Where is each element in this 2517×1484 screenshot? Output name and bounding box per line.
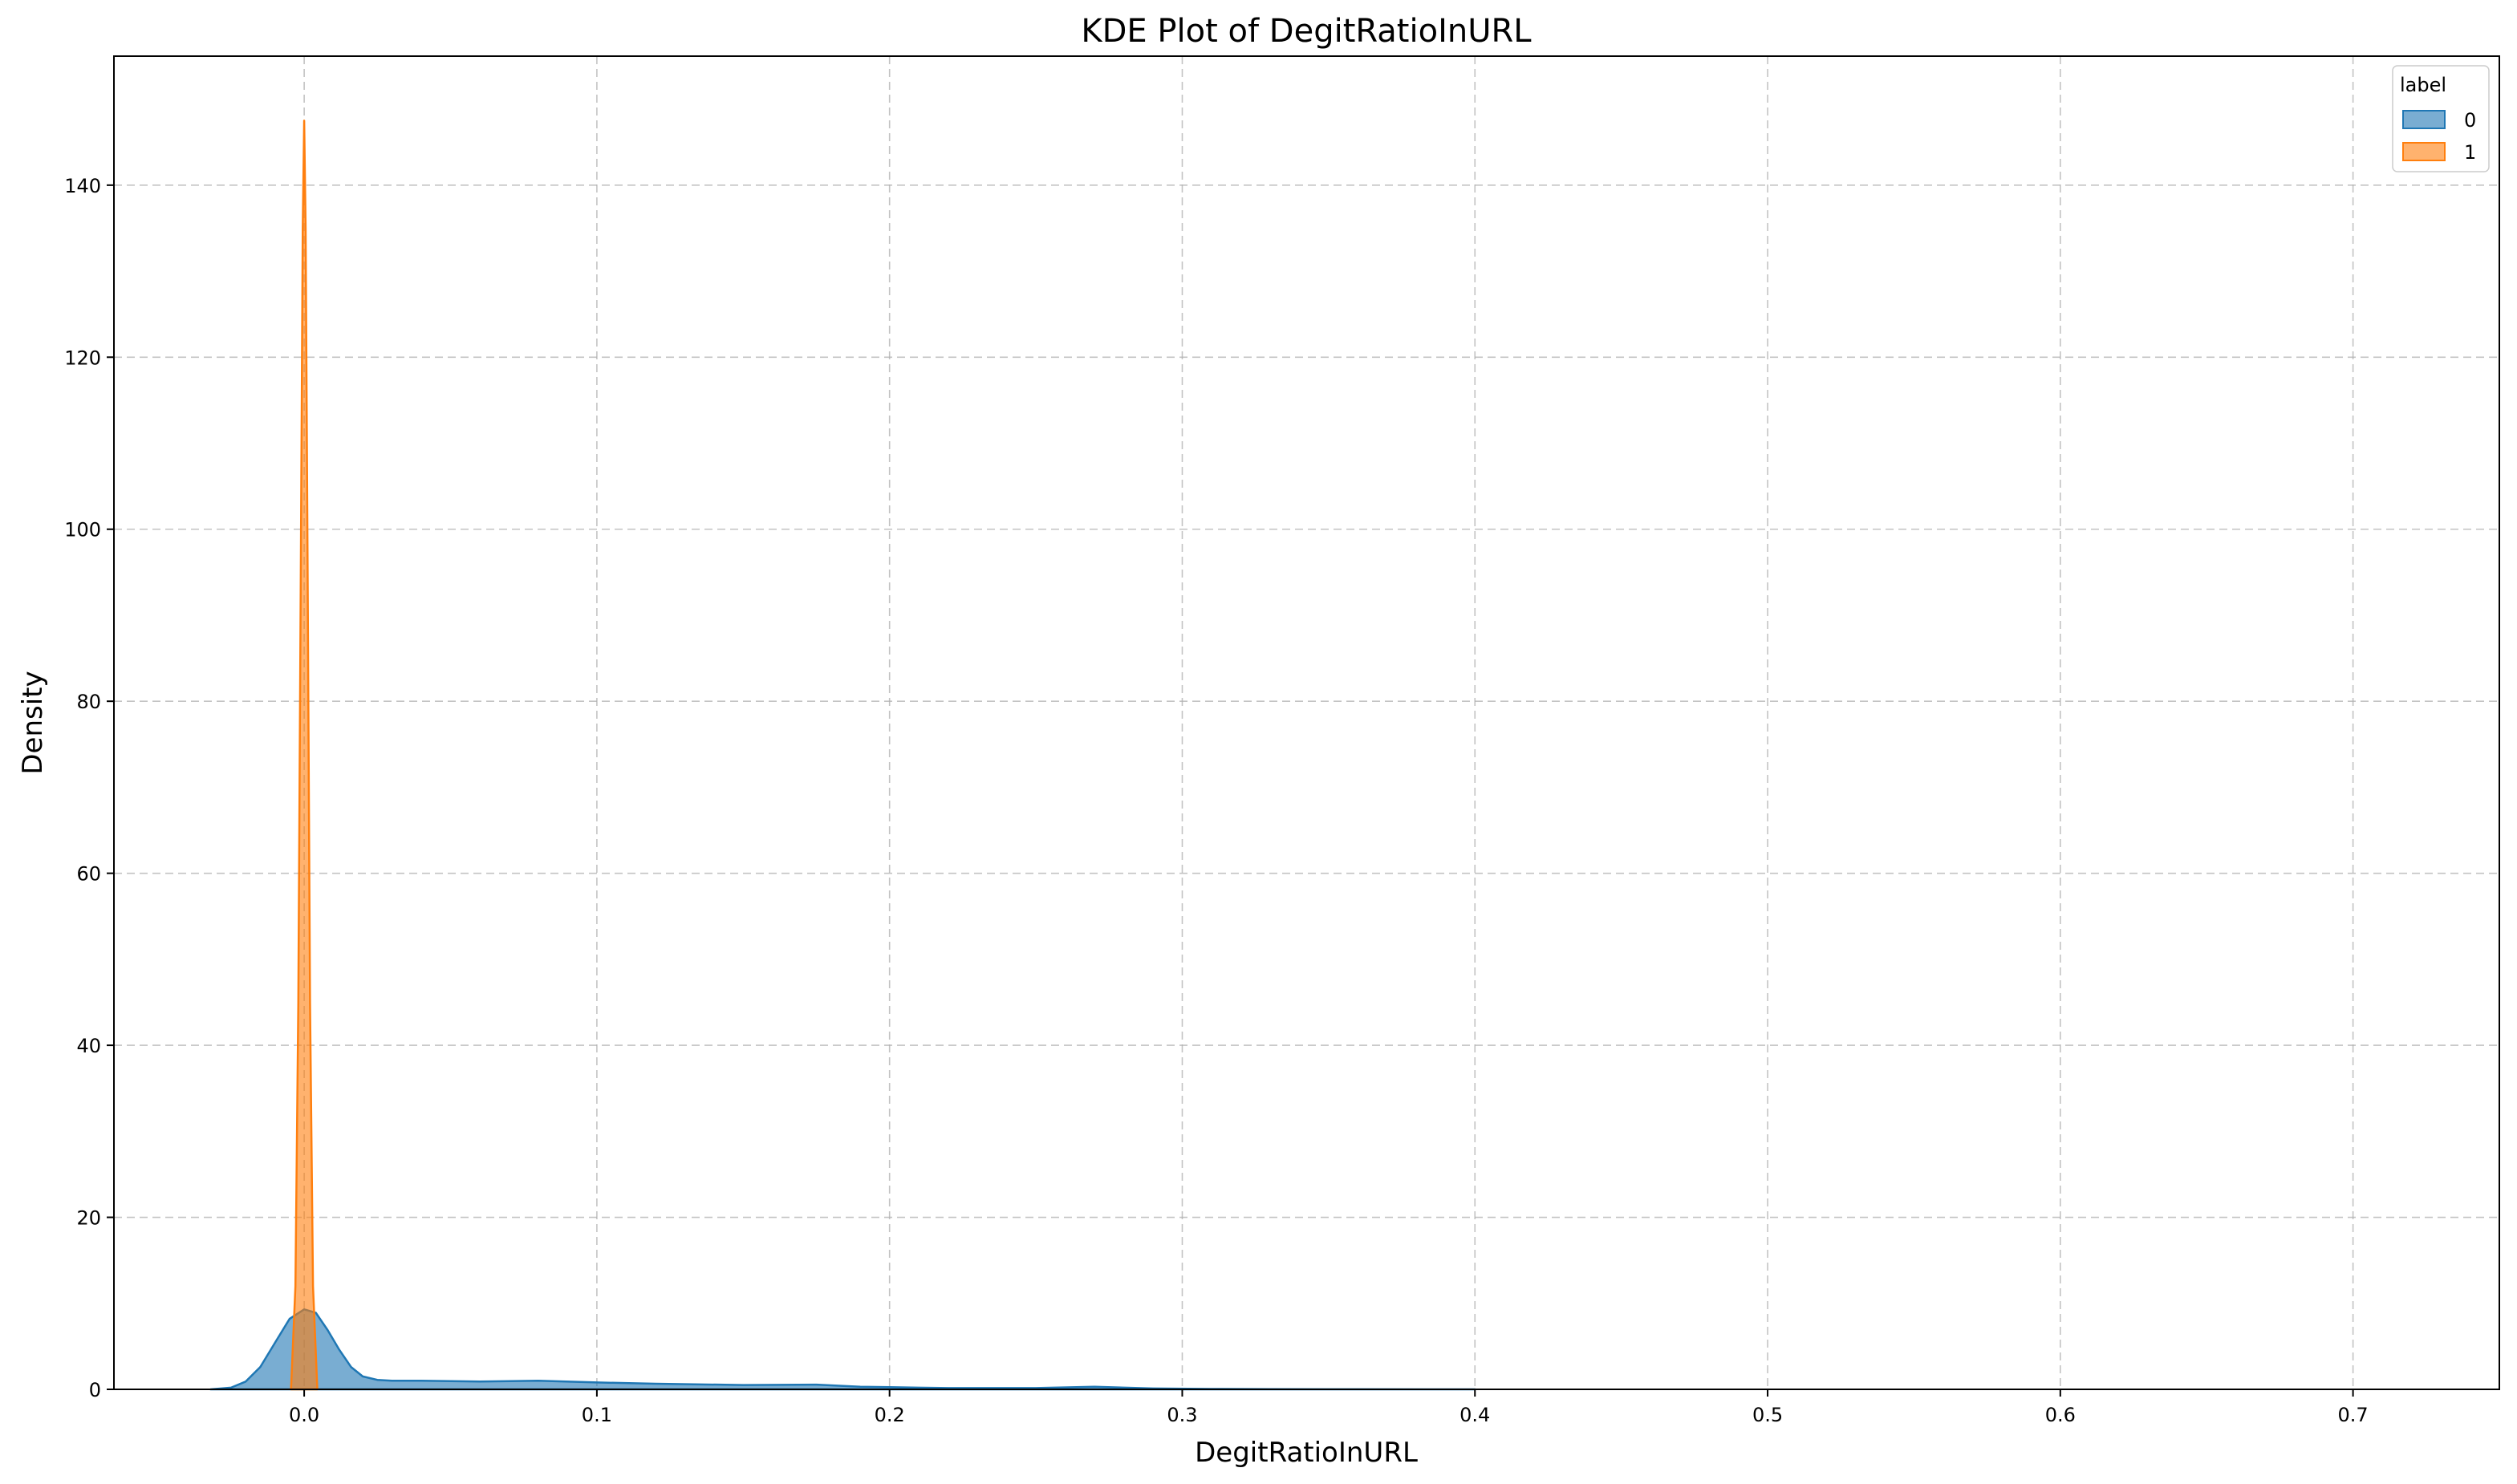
y-tick-label: 140: [64, 175, 101, 197]
y-tick-label: 20: [76, 1207, 101, 1230]
y-tick-label: 0: [89, 1379, 101, 1401]
density-area-1: [290, 120, 319, 1391]
y-tick-label: 40: [76, 1035, 101, 1057]
y-axis-title: Density: [17, 671, 49, 774]
density-areas: [209, 120, 1476, 1391]
legend-label-1: 1: [2464, 141, 2476, 164]
x-tick-label: 0.1: [582, 1404, 612, 1426]
x-tick-label: 0.2: [875, 1404, 905, 1426]
legend-swatch-1: [2402, 142, 2446, 161]
x-tick-label: 0.4: [1459, 1404, 1490, 1426]
x-tick-label: 0.6: [2045, 1404, 2076, 1426]
y-tick-label: 80: [76, 691, 101, 713]
grid: [114, 56, 2499, 1390]
legend-title: label: [2400, 74, 2446, 96]
plot-frame: [113, 55, 2500, 1390]
y-tick-label: 60: [76, 863, 101, 886]
x-tick-label: 0.7: [2338, 1404, 2369, 1426]
x-tick-label: 0.0: [289, 1404, 319, 1426]
x-axis-title: DegitRatioInURL: [1195, 1437, 1418, 1469]
legend-label-0: 0: [2464, 109, 2476, 132]
chart-title: KDE Plot of DegitRatioInURL: [1081, 13, 1532, 50]
x-tick-label: 0.3: [1167, 1404, 1197, 1426]
y-tick-label: 120: [64, 347, 101, 369]
x-tick-label: 0.5: [1752, 1404, 1783, 1426]
legend-swatch-0: [2402, 110, 2446, 129]
legend: label 0 1: [2392, 65, 2490, 172]
y-tick-label: 100: [64, 519, 101, 541]
axis-ticks: 0.0 0.1 0.2 0.3 0.4 0.5 0.6 0.7 0 20 40 60 80 100 120 1…: [64, 175, 2369, 1426]
